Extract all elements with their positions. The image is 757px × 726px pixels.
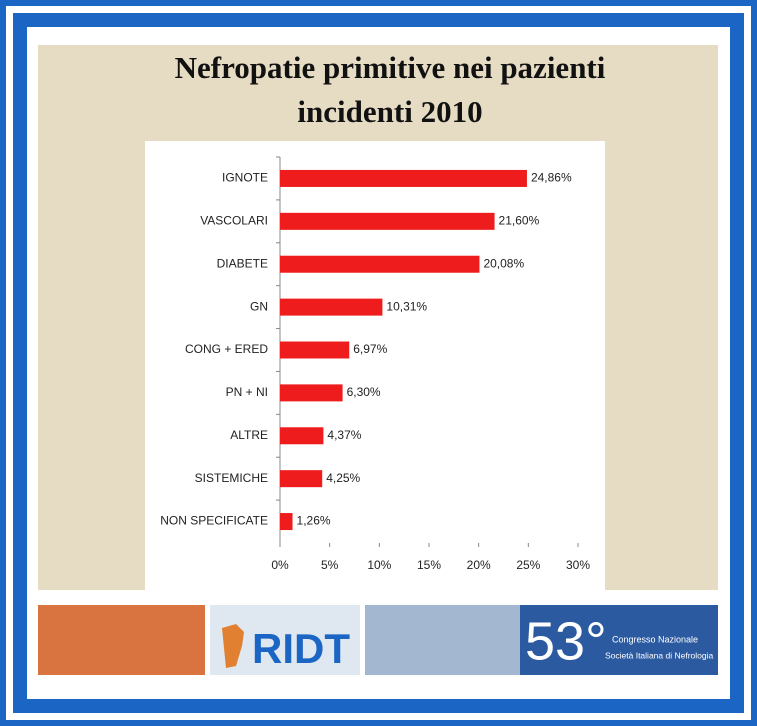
y-tick-label: CONG + ERED xyxy=(185,342,268,356)
y-tick-label: VASCOLARI xyxy=(200,214,268,228)
x-tick-label: 10% xyxy=(367,558,391,572)
footer-block xyxy=(365,605,520,675)
bar xyxy=(280,470,323,488)
value-label: 24,86% xyxy=(531,171,572,185)
value-label: 20,08% xyxy=(483,256,524,270)
bar xyxy=(280,427,324,445)
x-tick-label: 15% xyxy=(417,558,441,572)
bar xyxy=(280,298,383,316)
x-tick-label: 25% xyxy=(516,558,540,572)
chart-title: incidenti 2010 xyxy=(297,94,482,129)
value-label: 6,30% xyxy=(347,385,381,399)
y-tick-label: DIABETE xyxy=(217,256,268,270)
x-tick-label: 30% xyxy=(566,558,590,572)
y-tick-label: GN xyxy=(250,299,268,313)
value-label: 4,25% xyxy=(326,471,360,485)
footer-block xyxy=(38,605,205,675)
bar xyxy=(280,384,343,402)
bar xyxy=(280,169,527,187)
value-label: 10,31% xyxy=(386,299,427,313)
bar xyxy=(280,212,495,230)
footer-logo: RIDT xyxy=(252,625,350,672)
x-tick-label: 5% xyxy=(321,558,339,572)
y-tick-label: SISTEMICHE xyxy=(195,471,268,485)
value-label: 4,37% xyxy=(327,428,361,442)
plot: 0% 5% 10% 15% 20% 25% 30% IGNOTE 24,86% VASCOLARI… xyxy=(160,156,590,572)
congress-text: Congresso Nazionale xyxy=(612,634,698,644)
value-label: 21,60% xyxy=(499,214,540,228)
logo-icon xyxy=(222,624,244,668)
bar xyxy=(280,341,350,359)
y-tick-label: NON SPECIFICATE xyxy=(160,514,268,528)
footer-congress xyxy=(520,605,718,675)
value-label: 6,97% xyxy=(353,342,387,356)
bar xyxy=(280,513,293,531)
y-tick-label: PN + NI xyxy=(226,385,268,399)
x-tick-label: 20% xyxy=(467,558,491,572)
y-tick-label: IGNOTE xyxy=(222,171,268,185)
value-label: 1,26% xyxy=(297,514,331,528)
x-tick-label: 0% xyxy=(271,558,289,572)
congress-society: Società Italiana di Nefrologia xyxy=(605,650,713,660)
congress-number: 53° xyxy=(525,611,607,671)
chart-title: Nefropatie primitive nei pazienti xyxy=(175,50,606,85)
y-tick-label: ALTRE xyxy=(230,428,268,442)
slide-border xyxy=(13,13,744,713)
bar xyxy=(280,255,480,273)
